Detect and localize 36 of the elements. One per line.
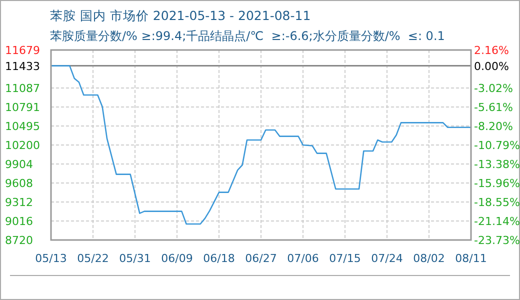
y-tick-label: 11679 — [5, 44, 40, 57]
y2-tick-label: -3.02% — [474, 82, 513, 96]
y-tick-label: 10200 — [5, 138, 40, 152]
y2-tick-label: -10.79% — [474, 139, 520, 152]
x-tick-label: 07/15 — [329, 252, 361, 265]
x-tick-label: 06/27 — [245, 252, 277, 265]
x-tick-label: 05/31 — [119, 252, 151, 265]
y2-tick-label: 0.00% — [474, 60, 509, 73]
y2-tick-label: -5.61% — [474, 101, 513, 114]
x-tick-label: 08/11 — [455, 252, 487, 265]
y2-tick-label: -23.73% — [474, 234, 520, 247]
y-tick-label: 10495 — [5, 120, 40, 134]
chart-subtitle: 苯胺质量分数/% ≥:99.4;千品结晶点/℃ ≥:-6.6;水分质量分数/% ≤: 0.1 — [50, 29, 445, 43]
x-tick-label: 05/13 — [35, 252, 67, 265]
x-tick-label: 07/06 — [287, 252, 319, 265]
y2-tick-label: 2.16% — [474, 44, 509, 57]
y2-tick-label: -21.14% — [474, 214, 520, 228]
y2-tick-label: -13.38% — [474, 158, 520, 172]
y-tick-label: 9904 — [5, 158, 33, 171]
y2-tick-label: -18.55% — [474, 196, 520, 209]
y-tick-label: 9312 — [5, 196, 33, 209]
chart-title: 苯胺 国内 市场价 2021-05-13 - 2021-08-11 — [50, 8, 311, 23]
y-tick-label: 11087 — [5, 82, 40, 96]
y-tick-label: 10791 — [5, 101, 40, 114]
y-tick-label: 8720 — [5, 234, 33, 247]
y-tick-label: 9608 — [5, 176, 33, 190]
line-series — [50, 65, 472, 225]
y-tick-label: 9016 — [5, 214, 33, 228]
x-tick-label: 05/22 — [77, 252, 109, 265]
y-tick-label: 11433 — [5, 60, 40, 73]
x-tick-label: 08/02 — [413, 252, 445, 265]
x-tick-label: 06/09 — [161, 252, 193, 265]
x-tick-label: 07/24 — [371, 252, 403, 265]
x-tick-label: 06/18 — [203, 252, 235, 265]
y2-tick-label: -8.20% — [474, 120, 513, 134]
y2-tick-label: -15.96% — [474, 176, 520, 190]
